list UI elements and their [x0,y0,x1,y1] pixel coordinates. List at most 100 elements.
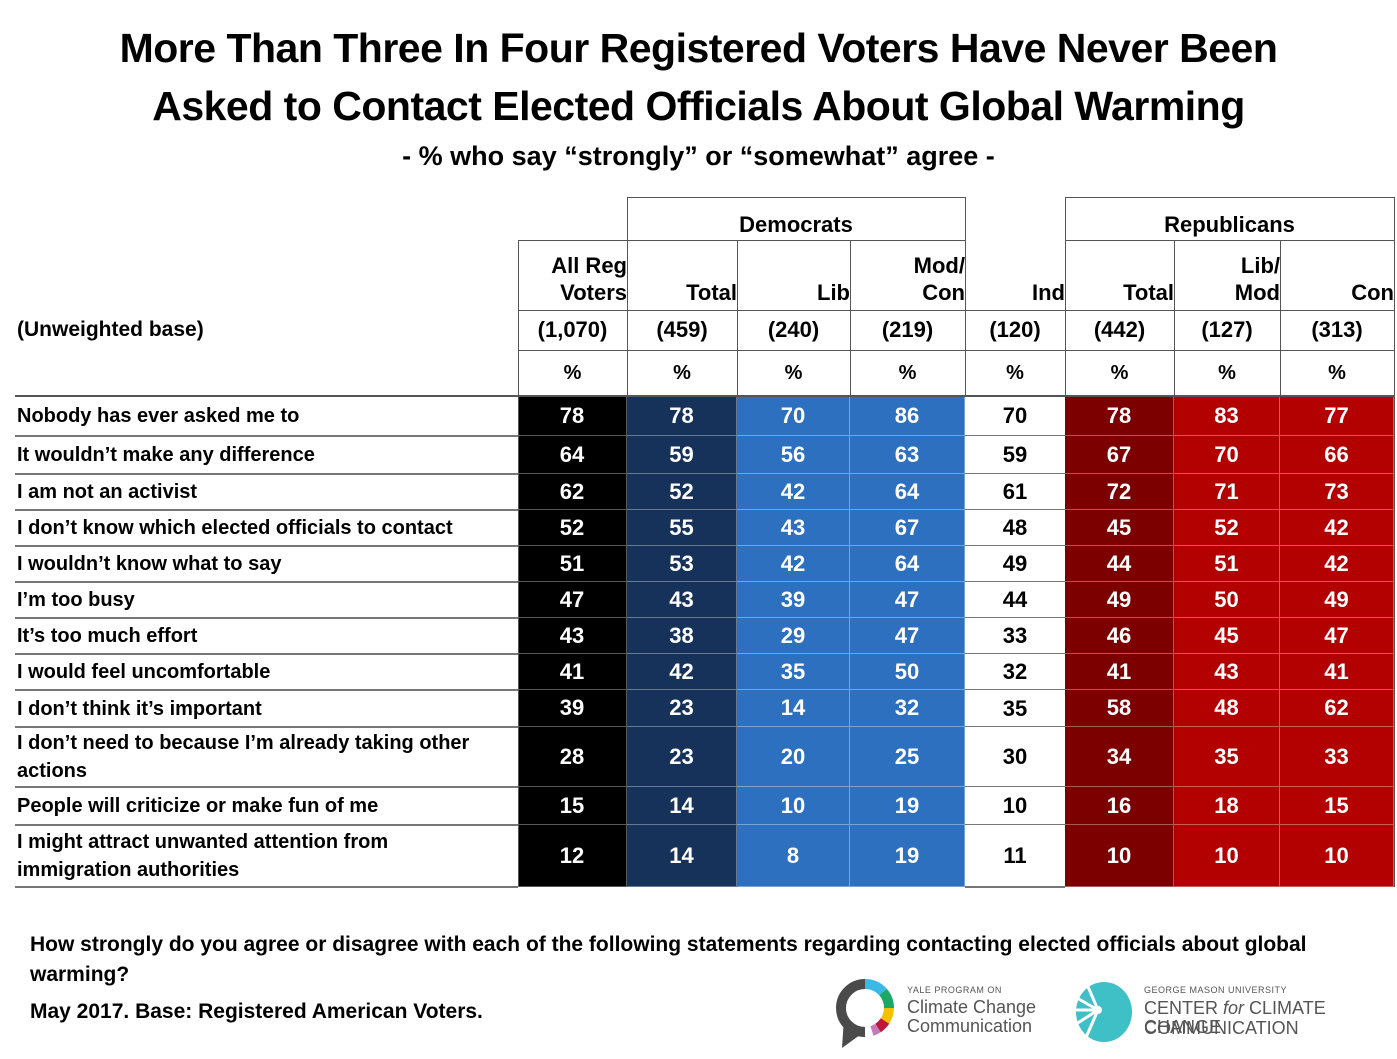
value-cell-all: 62 [518,474,627,510]
value-cell-ind: 70 [965,396,1065,436]
value-cell-rep_con: 15 [1280,787,1394,825]
value-cell-rep_con: 66 [1280,436,1394,474]
base-count-dem_total: (459) [656,317,708,342]
header-base-border [518,310,1394,311]
value-cell-ind: 30 [965,727,1065,787]
value-cell-rep_con: 62 [1280,690,1394,727]
value-cell-dem_total: 59 [627,436,737,474]
row-label: I might attract unwanted attention from … [17,831,389,881]
chart-subtitle: - % who say “strongly” or “somewhat” agr… [402,141,995,171]
value-cell-dem_modcon: 50 [850,654,965,690]
value-cell-dem_modcon: 63 [850,436,965,474]
value-cell-dem_lib: 56 [737,436,850,474]
value-cell-dem_modcon: 86 [850,396,965,436]
unit-label-dem_total: % [673,361,691,384]
value-cell-dem_modcon: 64 [850,546,965,582]
gmu-logo-line-2: COMMUNICATION [1144,1018,1299,1038]
value-cell-rep_con: 49 [1280,582,1394,618]
unweighted-base-label: (Unweighted base) [17,318,204,341]
gmu-logo: GEORGE MASON UNIVERSITY CENTER for CLIMA… [1064,978,1394,1050]
value-cell-dem_lib: 35 [737,654,850,690]
row-divider [15,581,518,583]
column-header-line-2: Con [922,280,965,305]
value-cell-all: 64 [518,436,627,474]
value-cell-all: 51 [518,546,627,582]
value-cell-all: 12 [518,825,627,887]
value-cell-rep_total: 58 [1065,690,1174,727]
row-label: I don’t think it’s important [17,697,262,720]
value-cell-ind: 33 [965,618,1065,654]
column-divider [1394,197,1395,396]
value-cell-rep_total: 72 [1065,474,1174,510]
value-cell-rep_total: 49 [1065,582,1174,618]
column-header-rep_libmod: Lib/Mod [1174,240,1280,310]
row-divider [15,689,518,691]
unit-label-rep_libmod: % [1218,361,1236,384]
row-divider [15,473,518,475]
column-header-line-1: Lib/ [1240,253,1280,278]
base-count-ind: (120) [989,317,1041,342]
value-cell-ind: 11 [965,825,1065,887]
value-cell-dem_total: 23 [627,690,737,727]
column-header-ind: Ind [965,240,1065,310]
column-divider [850,240,851,396]
value-cell-dem_total: 43 [627,582,737,618]
column-header-line-1: All Reg [551,253,627,278]
value-cell-all: 28 [518,727,627,787]
row-label: I am not an activist [17,481,198,503]
value-cell-dem_total: 53 [627,546,737,582]
value-cell-ind: 49 [965,546,1065,582]
group-header-republicans: Republicans [1164,212,1295,237]
header-group-border [518,240,965,241]
base-count-dem_modcon: (219) [881,317,934,342]
value-cell-all: 52 [518,510,627,546]
value-cell-all: 41 [518,654,627,690]
value-cell-rep_con: 33 [1280,727,1394,787]
column-header-line-2: Mod [1234,280,1280,305]
column-header-line-2: Lib [817,280,850,305]
value-cell-all: 78 [518,396,627,436]
value-cell-ind: 44 [965,582,1065,618]
value-cell-ind: 35 [965,690,1065,727]
row-divider [15,509,518,511]
value-cell-rep_total: 16 [1065,787,1174,825]
value-cell-dem_total: 23 [627,727,737,787]
value-cell-dem_modcon: 67 [850,510,965,546]
base-count-rep_libmod: (127) [1201,317,1253,342]
value-cell-rep_con: 73 [1280,474,1394,510]
value-cell-rep_con: 41 [1280,654,1394,690]
value-cell-all: 43 [518,618,627,654]
value-cell-dem_total: 55 [627,510,737,546]
yale-speech-ring-icon [836,978,895,1048]
row-divider [15,617,518,619]
value-cell-dem_modcon: 19 [850,825,965,887]
value-cell-rep_con: 47 [1280,618,1394,654]
column-header-line-2: Total [1123,280,1174,305]
gmu-for-text: for [1223,998,1245,1018]
value-cell-rep_libmod: 70 [1174,436,1280,474]
base-count-dem_lib: (240) [767,317,820,342]
value-cell-dem_lib: 10 [737,787,850,825]
yale-logo-line-1: Climate Change [907,997,1037,1017]
gmu-logo-line-1: CENTER for CLIMATE CHANGE [1144,999,1394,1037]
row-divider [15,886,518,888]
value-cell-rep_total: 46 [1065,618,1174,654]
value-cell-rep_libmod: 45 [1174,618,1280,654]
value-cell-ind: 61 [965,474,1065,510]
chart-title-line-2: Asked to Contact Elected Officials About… [152,83,1245,129]
column-header-dem_modcon: Mod/Con [850,240,965,310]
table-right-border [1394,396,1395,887]
value-cell-rep_total: 34 [1065,727,1174,787]
unit-label-dem_modcon: % [898,361,917,384]
value-cell-ind: 32 [965,654,1065,690]
row-divider-ind [965,886,1065,888]
value-cell-rep_total: 41 [1065,654,1174,690]
unit-label-rep_con: % [1328,361,1346,384]
unit-label-ind: % [1006,361,1024,384]
value-cell-dem_lib: 43 [737,510,850,546]
value-cell-rep_total: 45 [1065,510,1174,546]
value-cell-dem_total: 42 [627,654,737,690]
column-header-line-2: Voters [560,280,627,305]
column-header-line-2: Ind [1032,280,1065,305]
base-count-rep_total: (442) [1093,317,1146,342]
